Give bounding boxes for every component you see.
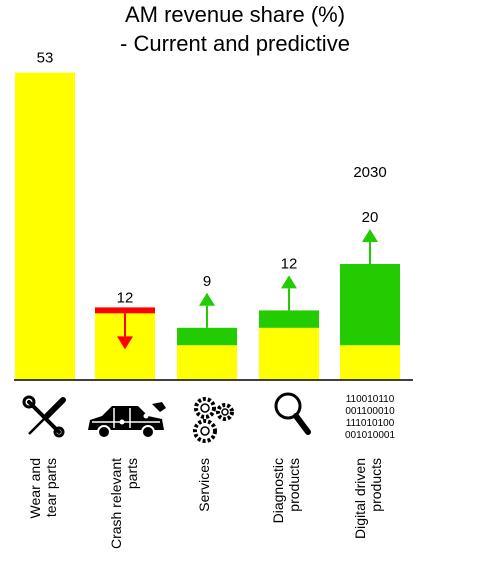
binary-line: 111010100: [346, 418, 395, 429]
data-label: 12: [117, 289, 134, 306]
x-tick-label: Diagnostic products: [270, 458, 302, 524]
bar-growth: [340, 264, 400, 346]
binary-code-icon: 110010110 001100010 111010100 001010001: [345, 394, 395, 441]
annotation-year: 2030: [353, 164, 386, 181]
binary-line: 110010110: [346, 394, 395, 405]
bar-current: [177, 345, 237, 380]
car-puzzle-icon: [88, 402, 166, 439]
data-label: 12: [281, 255, 298, 272]
bar-current: [340, 345, 400, 380]
bar-decline-cap: [95, 307, 155, 314]
x-tick-label: Digital driven products: [352, 458, 384, 539]
wrench-screwdriver-icon: [22, 395, 66, 438]
x-tick-label: Services: [196, 458, 212, 512]
data-label: 53: [37, 50, 54, 67]
binary-line: 001010001: [345, 430, 395, 441]
bar-current: [15, 72, 75, 380]
bar-growth: [177, 327, 237, 346]
binary-line: 001100010: [345, 406, 395, 417]
growth-arrow-head: [199, 292, 215, 306]
growth-arrow-head: [362, 229, 378, 242]
magnifier-icon: [274, 392, 311, 435]
growth-arrow-head: [281, 275, 297, 289]
chart-title-line-1: AM revenue share (%): [124, 2, 346, 27]
decline-arrow-head: [117, 336, 133, 350]
data-label: 20: [362, 209, 379, 226]
data-label: 9: [203, 273, 211, 290]
x-tick-label: Crash relevant parts: [108, 458, 140, 550]
bar-current: [259, 327, 319, 380]
chart-title-line-2: - Current and predictive: [120, 31, 350, 56]
gears-icon: [193, 397, 234, 443]
bar-growth: [259, 310, 319, 328]
x-tick-label: Wear and tear parts: [27, 458, 59, 519]
